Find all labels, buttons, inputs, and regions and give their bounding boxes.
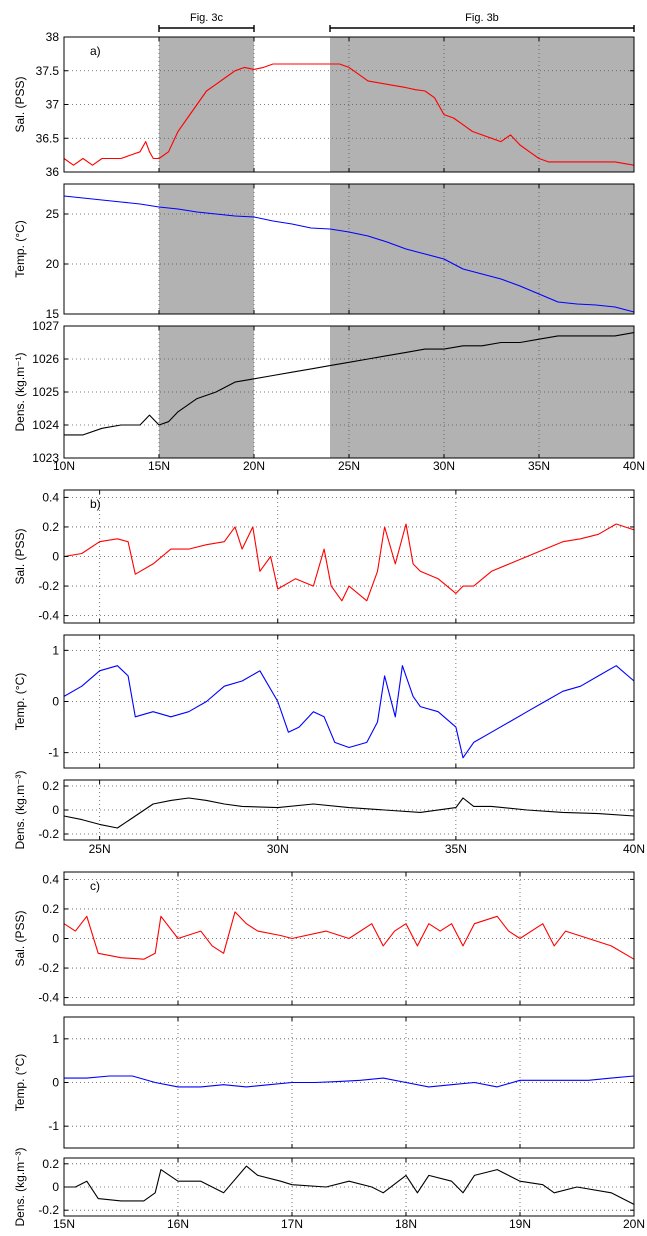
subplot-2-3: -0.2 0 0.2 Dens. (kg.m⁻³) (13, 770, 635, 850)
subplot-2-2: -1 0 1 Temp. (°C) (13, 634, 635, 769)
x-tick-label: 35N (445, 842, 467, 856)
y-tick-label: 37 (46, 98, 60, 112)
series-line-temperature (63, 195, 635, 313)
y-tick-label: 0 (52, 695, 59, 709)
y-axis-label: Temp. (°C) (13, 673, 27, 730)
y-tick-label: 0 (52, 1076, 59, 1090)
y-tick-label: 0.2 (42, 902, 59, 916)
y-axis-label: Sal. (PSS) (13, 528, 27, 584)
x-tick-label: 10N (53, 459, 75, 473)
y-tick-label: 15 (46, 307, 60, 321)
y-tick-label: 0 (52, 932, 59, 946)
fig-bracket-label: Fig. 3c (190, 12, 224, 24)
panel-label: b) (90, 497, 101, 511)
y-tick-label: -0.4 (38, 991, 59, 1005)
y-tick-label: 0.2 (42, 1157, 59, 1171)
y-tick-label: -0.2 (38, 961, 59, 975)
x-tick-label: 20N (623, 1217, 645, 1231)
y-tick-label: 36.5 (36, 131, 60, 145)
y-tick-label: -0.2 (38, 579, 59, 593)
y-tick-label: 1025 (32, 385, 59, 399)
panel-label: c) (90, 879, 100, 893)
x-tick-label: 25N (338, 459, 360, 473)
y-axis-label: Sal. (PSS) (13, 910, 27, 966)
series-line-density (64, 1165, 635, 1205)
series-line-salinity (63, 911, 635, 960)
x-tick-label: 40N (623, 842, 645, 856)
x-tick-label: 40N (623, 459, 645, 473)
series-line-salinity (63, 523, 635, 602)
y-tick-label: 1026 (32, 352, 59, 366)
y-tick-label: -0.2 (38, 1203, 59, 1217)
x-tick-label: 15N (148, 459, 170, 473)
y-axis-label: Sal. (PSS) (13, 76, 27, 132)
x-tick-label: 25N (89, 842, 111, 856)
y-tick-label: -1 (48, 1119, 59, 1133)
subplot-1-1: 36 36.5 37 37.5 38 Sal. (PSS) a) (13, 30, 635, 179)
y-tick-label: 0 (52, 550, 59, 564)
series-line-density (63, 797, 635, 829)
y-tick-label: 1027 (32, 319, 59, 333)
y-tick-label: 0.2 (42, 520, 59, 534)
y-tick-label: 38 (46, 30, 60, 44)
shaded-region (159, 326, 254, 458)
series-line-density (64, 332, 635, 436)
x-tick-label: 15N (53, 1217, 75, 1231)
shaded-region (159, 37, 254, 172)
y-axis-label: Temp. (°C) (13, 220, 27, 277)
x-tick-label: 35N (528, 459, 550, 473)
y-tick-label: -0.2 (38, 827, 59, 841)
y-tick-label: -1 (48, 746, 59, 760)
y-axis-label: Dens. (kg.m⁻¹) (13, 352, 27, 431)
series-line-salinity (63, 63, 635, 166)
subplot-2-1: -0.4 -0.2 0 0.2 0.4 Sal. (PSS) b) (13, 489, 635, 624)
y-tick-label: 0.2 (42, 779, 59, 793)
y-axis-label: Dens. (kg.m⁻³) (13, 1147, 27, 1226)
subplot-1-3: 1023 1024 1025 1026 1027 Dens. (kg.m⁻¹) (13, 319, 635, 465)
subplot-3-2: -1 0 1 Temp. (°C) (13, 1016, 635, 1149)
y-tick-label: 0 (52, 1180, 59, 1194)
subplot-3-1: -0.4 -0.2 0 0.2 0.4 Sal. (PSS) c) (13, 871, 635, 1006)
y-tick-label: 1 (52, 643, 59, 657)
x-tick-label: 30N (267, 842, 289, 856)
x-tick-label: 16N (167, 1217, 189, 1231)
subplot-1-2: 15 20 25 Temp. (°C) (13, 183, 635, 321)
x-tick-label: 20N (243, 459, 265, 473)
shaded-region (330, 184, 634, 314)
y-tick-label: 0.4 (42, 872, 59, 886)
x-tick-label: 19N (509, 1217, 531, 1231)
x-tick-label: 17N (281, 1217, 303, 1231)
x-tick-label: 18N (395, 1217, 417, 1231)
x-tick-label: 30N (433, 459, 455, 473)
series-line-temperature (64, 1075, 635, 1088)
y-tick-label: 0 (52, 803, 59, 817)
y-tick-label: 0.4 (42, 490, 59, 504)
y-tick-label: 36 (46, 165, 60, 179)
panel-label: a) (90, 44, 101, 58)
y-axis-label: Dens. (kg.m⁻³) (13, 770, 27, 849)
y-tick-label: 1023 (32, 451, 59, 465)
subplot-3-3: -0.2 0 0.2 Dens. (kg.m⁻³) (13, 1147, 635, 1227)
y-tick-label: 37.5 (36, 64, 60, 78)
y-tick-label: 25 (46, 207, 60, 221)
y-tick-label: 1024 (32, 418, 59, 432)
shaded-region (159, 184, 254, 314)
fig-bracket-label: Fig. 3b (465, 12, 499, 24)
y-tick-label: 1 (52, 1032, 59, 1046)
y-axis-label: Temp. (°C) (13, 1054, 27, 1111)
series-line-temperature (63, 665, 635, 759)
y-tick-label: -0.4 (38, 609, 59, 623)
y-tick-label: 20 (46, 257, 60, 271)
